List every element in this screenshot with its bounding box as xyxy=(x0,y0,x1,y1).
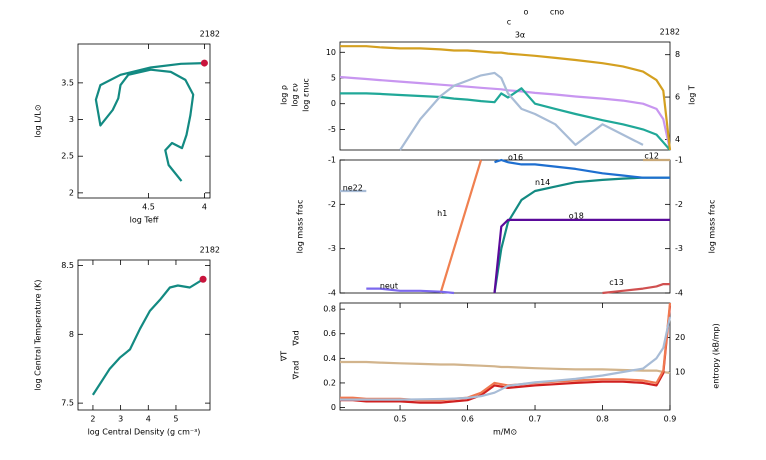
y-tick-label: 7.5 xyxy=(61,399,74,408)
y-tick-label: 3 xyxy=(69,115,74,124)
series-label: log εν xyxy=(291,83,300,107)
y-axis-label: log mass frac xyxy=(296,200,305,254)
x-tick-label: 4.5 xyxy=(142,203,155,212)
y-tick-label: 2 xyxy=(69,188,74,197)
x-tick-label: 0.8 xyxy=(596,415,609,424)
series-line xyxy=(366,287,455,295)
y-tick-label: 5 xyxy=(331,74,336,83)
x-tick-label: 3 xyxy=(118,415,123,424)
track-line xyxy=(91,278,204,396)
series-line xyxy=(340,316,672,401)
y-axis-label: log Central Temperature (K) xyxy=(34,279,43,390)
plot-frame xyxy=(77,43,211,199)
plot-frame xyxy=(339,159,671,294)
series-line xyxy=(340,302,672,402)
annotation: c xyxy=(507,18,511,27)
y-tick-label: 0.4 xyxy=(323,354,336,363)
y-tick-label: 8.5 xyxy=(61,261,74,270)
series-label: log T xyxy=(688,85,697,105)
y2-tick-label: -4 xyxy=(675,289,683,298)
plot-frame xyxy=(339,41,671,151)
plot-frame xyxy=(339,302,671,411)
y2-tick-label: 4 xyxy=(675,135,680,144)
y-tick-label: 0.2 xyxy=(323,378,336,387)
series-line xyxy=(339,75,672,151)
annotation: cno xyxy=(550,8,564,17)
y-tick-label: 0 xyxy=(331,99,336,108)
series-label: entropy (kB/mp) xyxy=(712,323,721,388)
y-tick-label: 0.6 xyxy=(323,329,336,338)
x-tick-label: 0.6 xyxy=(461,415,474,424)
x-axis-label: log Teff xyxy=(130,216,159,225)
y-tick-label: -4 xyxy=(328,289,336,298)
series-line xyxy=(602,283,670,295)
y-tick-label: 10 xyxy=(326,48,336,57)
y2-tick-label: -2 xyxy=(675,200,683,209)
series-line xyxy=(340,87,671,151)
series-label: o16 xyxy=(508,153,523,162)
current-point xyxy=(200,59,208,67)
y2-tick-label: 6 xyxy=(675,93,680,102)
series-line xyxy=(340,305,672,404)
y2-tick-label: 10 xyxy=(675,368,685,377)
series-label: ne22 xyxy=(343,183,363,192)
x-tick-label: 2 xyxy=(90,415,95,424)
series-line xyxy=(493,218,670,294)
series-label: ∇T xyxy=(280,351,289,362)
series-label: n14 xyxy=(535,178,550,187)
series-label: log ρ xyxy=(280,85,289,105)
series-label: log εnuc xyxy=(302,78,311,112)
series-line xyxy=(493,176,670,294)
y-tick-label: 3.5 xyxy=(61,78,74,87)
y2-tick-label: 8 xyxy=(675,50,680,59)
current-point xyxy=(199,275,207,283)
y2-axis-label: log mass frac xyxy=(708,200,717,254)
series-label: ∇ad xyxy=(292,330,301,346)
plot-title: 2182 xyxy=(200,30,220,39)
x-tick-label: 4 xyxy=(146,415,151,424)
y-tick-label: -1 xyxy=(328,156,336,165)
x-tick-label: 4 xyxy=(202,203,207,212)
x-tick-label: 0.9 xyxy=(664,415,677,424)
x-tick-label: 0.5 xyxy=(394,415,407,424)
y-tick-label: 8 xyxy=(69,330,74,339)
x-tick-label: 0.7 xyxy=(529,415,542,424)
x-tick-label: 5 xyxy=(173,415,178,424)
plot-frame xyxy=(77,259,211,411)
y-tick-label: 0.8 xyxy=(323,305,336,314)
y2-tick-label: -1 xyxy=(675,156,683,165)
series-label: neut xyxy=(380,281,398,290)
series-label: o18 xyxy=(569,211,584,220)
series-line xyxy=(340,45,672,151)
series-line xyxy=(439,159,483,294)
y-tick-label: -3 xyxy=(328,244,336,253)
series-line xyxy=(494,158,670,179)
series-label: h1 xyxy=(437,209,447,218)
series-label: c12 xyxy=(644,152,659,161)
y2-tick-label: -3 xyxy=(675,244,683,253)
y-tick-label: -5 xyxy=(328,125,336,134)
x-axis-label: m/M⊙ xyxy=(493,428,517,437)
y-tick-label: -2 xyxy=(328,200,336,209)
annotation: 3α xyxy=(515,31,525,40)
plot-title: 2182 xyxy=(200,246,220,255)
y-axis-label: log L/L⊙ xyxy=(34,104,43,137)
track-line xyxy=(94,62,205,182)
annotation: o xyxy=(524,8,529,17)
series-label: ∇rad xyxy=(292,361,301,381)
y-tick-label: 2.5 xyxy=(61,152,74,161)
x-axis-label: log Central Density (g cm⁻³) xyxy=(88,428,201,437)
series-line xyxy=(399,71,644,151)
y2-tick-label: 20 xyxy=(675,333,685,342)
series-label: c13 xyxy=(609,278,624,287)
y-tick-label: 0 xyxy=(331,403,336,412)
plot-title: 2182 xyxy=(660,28,680,37)
